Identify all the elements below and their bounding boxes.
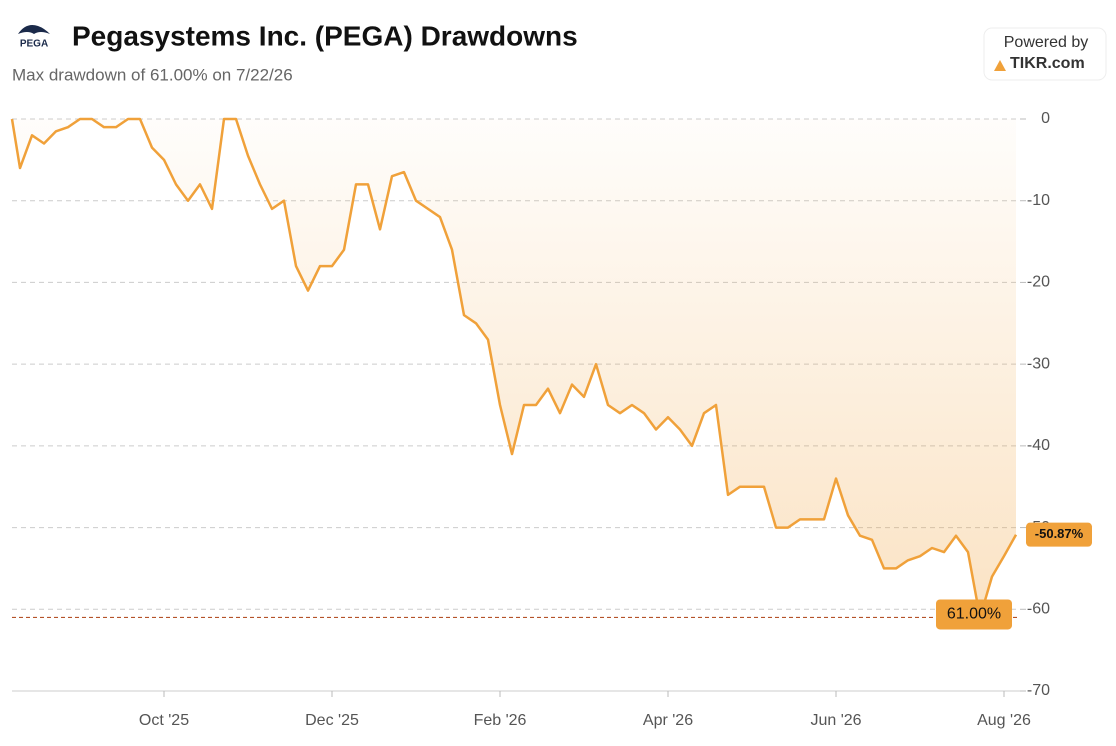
powered-box bbox=[983, 27, 1107, 81]
max-drawdown-label: 61.00% bbox=[947, 606, 1001, 623]
chart-subtitle: Max drawdown of 61.00% on 7/22/26 bbox=[12, 65, 293, 84]
chart-title: Pegasystems Inc. (PEGA) Drawdowns bbox=[72, 20, 578, 51]
x-tick-label: Feb '26 bbox=[474, 712, 527, 729]
x-tick-label: Aug '26 bbox=[977, 712, 1031, 729]
brand-icon bbox=[994, 60, 1006, 71]
x-tick-label: Dec '25 bbox=[305, 712, 359, 729]
end-label-box bbox=[1026, 522, 1092, 547]
line bbox=[10, 117, 1018, 619]
area bbox=[12, 119, 1016, 618]
y-tick-label: -30 bbox=[1027, 355, 1050, 372]
powered-by: Powered by bbox=[1004, 34, 1089, 51]
end-label: -50.87% bbox=[1035, 526, 1084, 541]
logo: PEGA bbox=[18, 25, 50, 50]
y-tick-label: -40 bbox=[1027, 437, 1050, 454]
x-tick-label: Jun '26 bbox=[810, 712, 861, 729]
x-tick-label: Oct '25 bbox=[139, 712, 189, 729]
max-drawdown-box bbox=[936, 599, 1012, 630]
y-tick-label: -60 bbox=[1027, 601, 1050, 618]
y-tick-label: -10 bbox=[1027, 192, 1050, 209]
y-tick-label: 0 bbox=[1041, 110, 1050, 127]
x-tick-label: Apr '26 bbox=[643, 712, 693, 729]
y-tick-label: -70 bbox=[1027, 682, 1050, 699]
logo-text: PEGA bbox=[20, 39, 48, 50]
brand: TIKR.com bbox=[1010, 55, 1085, 72]
y-tick-label: -20 bbox=[1027, 274, 1050, 291]
logo-icon bbox=[18, 25, 50, 34]
